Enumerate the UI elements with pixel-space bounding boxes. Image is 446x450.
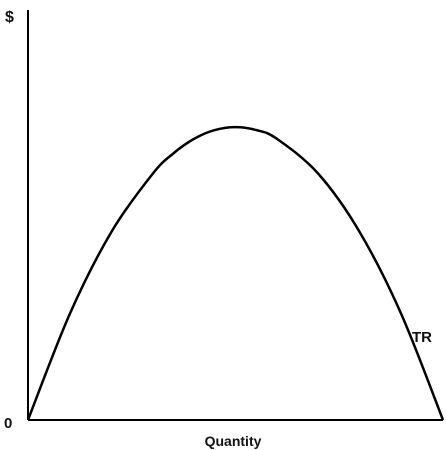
origin-label: 0 — [4, 415, 12, 432]
series-label-tr: TR — [412, 329, 432, 346]
y-axis-label: $ — [5, 9, 14, 26]
x-axis-label: Quantity — [205, 433, 262, 449]
tr-curve — [26, 125, 445, 421]
